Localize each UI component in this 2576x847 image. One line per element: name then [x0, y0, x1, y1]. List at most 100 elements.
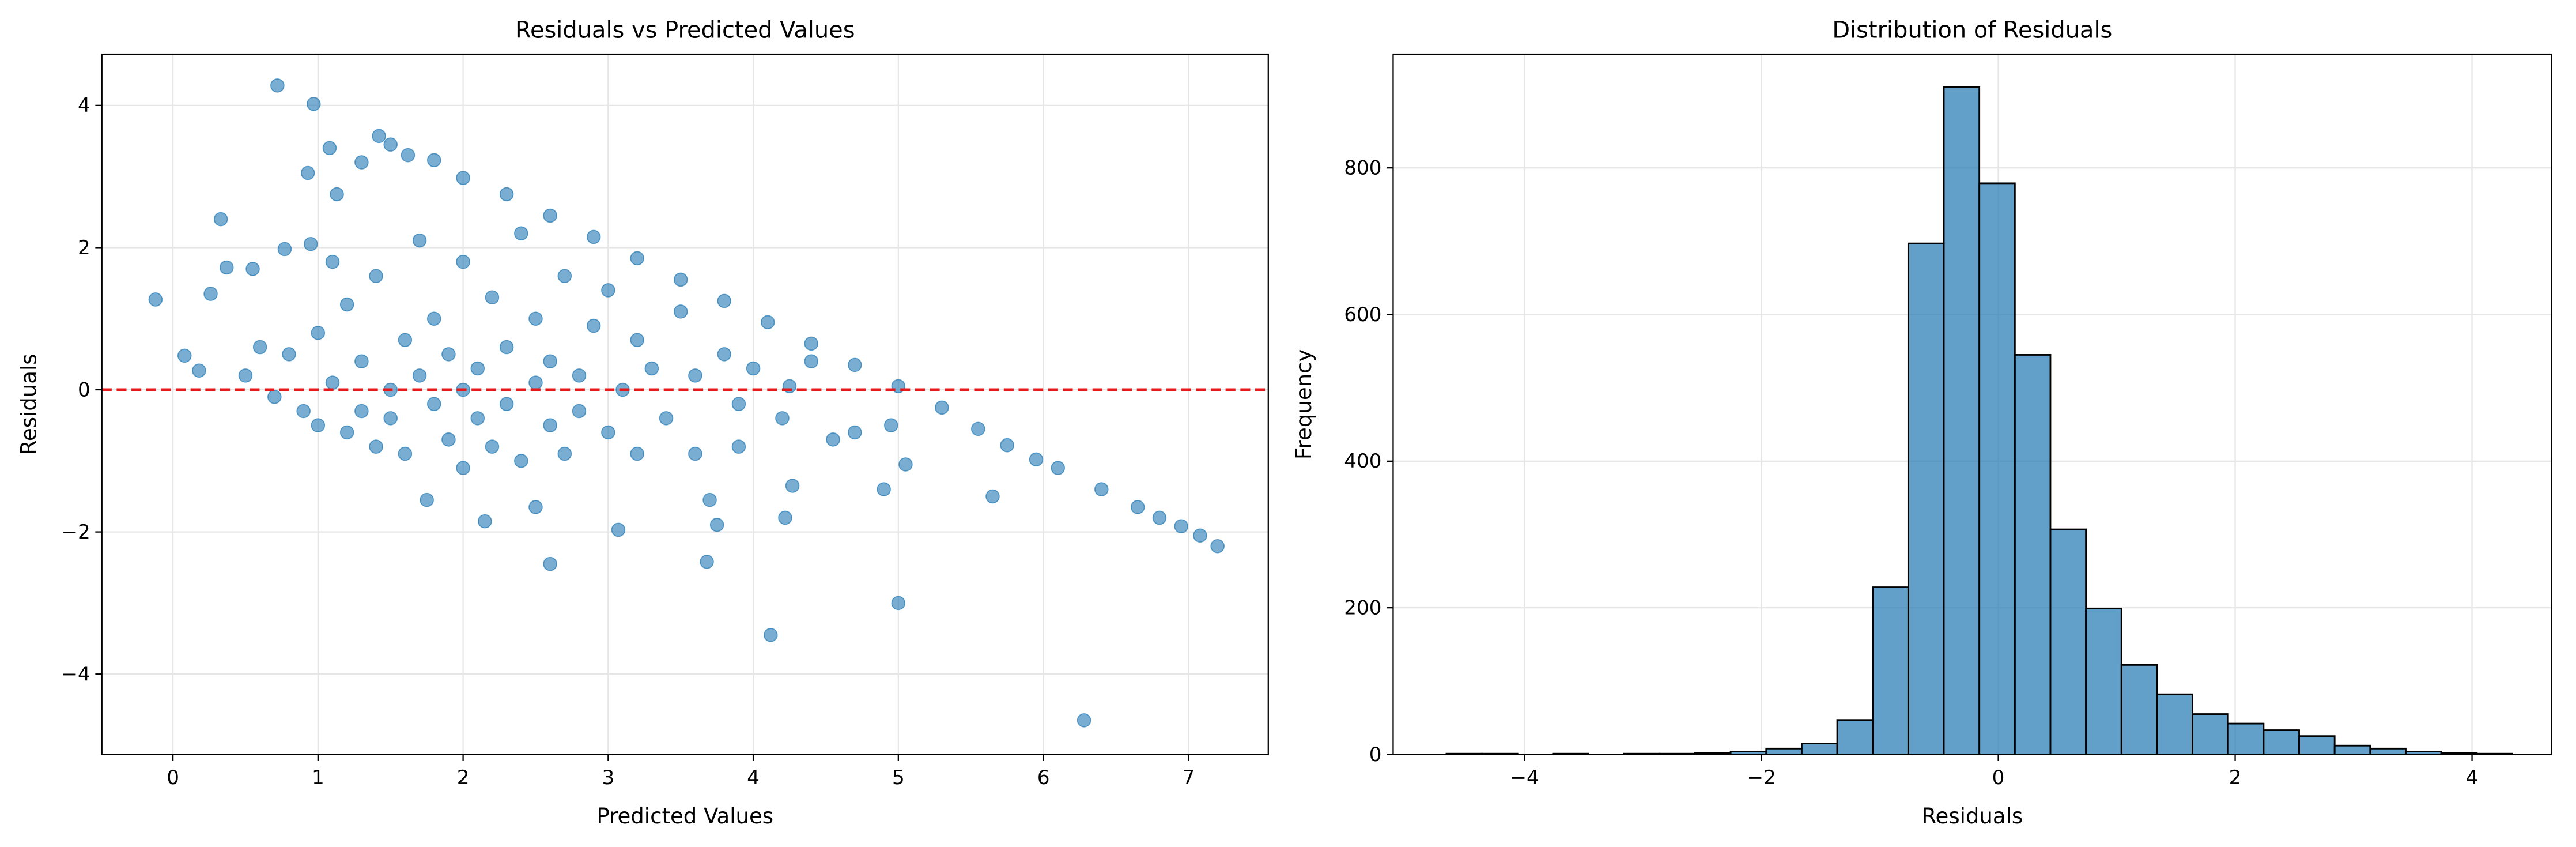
bar [1978, 182, 2016, 755]
bar [2333, 744, 2371, 755]
point [891, 596, 906, 611]
x-tick-label: −4 [1510, 766, 1539, 789]
point [470, 411, 485, 426]
point [282, 347, 296, 362]
point [572, 368, 587, 383]
point [601, 425, 615, 440]
point [848, 357, 862, 372]
point [238, 368, 253, 383]
point [300, 165, 315, 180]
point [673, 304, 688, 319]
point [267, 390, 282, 404]
bar [2049, 528, 2087, 755]
x-axis-label: Residuals [1921, 804, 2023, 829]
point [219, 260, 234, 275]
point [514, 454, 528, 468]
y-tick-label: 200 [1344, 597, 1381, 620]
point [383, 411, 398, 426]
bar [2156, 693, 2193, 755]
point [543, 354, 557, 368]
point [543, 418, 557, 432]
point [630, 446, 644, 461]
point [630, 333, 644, 347]
bar [2263, 729, 2300, 755]
y-tick-label: 800 [1344, 157, 1381, 180]
point [325, 375, 340, 390]
bar [1907, 242, 1945, 755]
point [877, 482, 891, 496]
point [499, 187, 514, 202]
point [311, 326, 326, 340]
point [456, 461, 470, 475]
point [1130, 500, 1145, 514]
point [883, 418, 898, 432]
point [245, 262, 260, 276]
bar [1800, 743, 1838, 755]
point [848, 425, 862, 440]
point [1051, 461, 1066, 475]
point [543, 556, 557, 571]
point [528, 500, 543, 514]
point [764, 628, 778, 642]
point [717, 293, 731, 308]
point [700, 555, 714, 569]
plot-frame [101, 53, 1269, 755]
point [898, 457, 913, 472]
point [630, 251, 644, 266]
point [746, 361, 761, 376]
point [528, 375, 543, 390]
x-tick-label: 2 [457, 766, 470, 789]
point [398, 446, 413, 461]
point [557, 446, 572, 461]
point [485, 439, 500, 454]
point [499, 397, 514, 411]
panel: −4 −2 0 2 4 0 200 400 600 800 Distribution of Resi… [1291, 17, 2552, 829]
point [339, 425, 354, 440]
point [804, 336, 819, 351]
point [203, 287, 218, 301]
point [412, 368, 427, 383]
point [383, 137, 398, 152]
point [1193, 528, 1207, 543]
point [543, 208, 557, 223]
point [985, 489, 1000, 504]
y-tick-label: 2 [78, 236, 90, 259]
point [586, 318, 601, 333]
point [277, 242, 292, 257]
y-tick-label: 600 [1344, 303, 1381, 326]
point [659, 411, 674, 426]
point [717, 347, 731, 362]
point [644, 361, 659, 376]
point [401, 148, 416, 163]
bar [2120, 664, 2158, 755]
point [761, 315, 775, 330]
point [426, 153, 441, 168]
point [611, 522, 626, 537]
point [420, 492, 434, 507]
x-tick-label: 3 [602, 766, 614, 789]
chart-title: Distribution of Residuals [1832, 17, 2112, 44]
point [601, 283, 615, 298]
point [778, 510, 792, 525]
bar [2369, 747, 2407, 755]
point [528, 311, 543, 326]
point [354, 404, 369, 419]
point [514, 226, 528, 241]
point [441, 432, 456, 447]
point [252, 340, 267, 355]
chart-title: Residuals vs Predicted Values [515, 17, 855, 44]
bar [2192, 713, 2229, 755]
point [1000, 438, 1014, 453]
point [456, 171, 470, 185]
x-tick-label: 4 [747, 766, 760, 789]
point [785, 479, 800, 493]
bar [1872, 586, 1909, 755]
point [339, 297, 354, 312]
bar [1943, 86, 1981, 755]
y-tick-label: 4 [78, 94, 90, 117]
bar [2085, 608, 2122, 755]
point [213, 212, 228, 227]
point [304, 237, 318, 251]
point [688, 368, 702, 383]
point [372, 129, 386, 144]
